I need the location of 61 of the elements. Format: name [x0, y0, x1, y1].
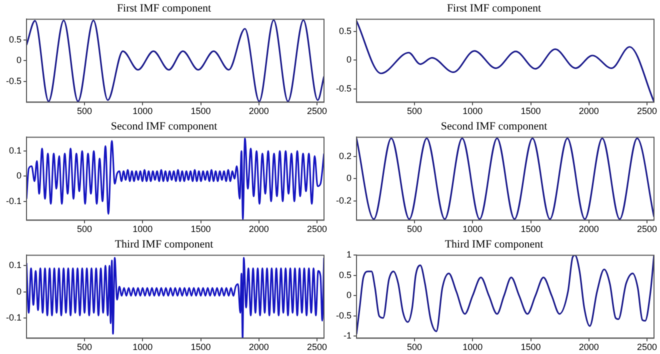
x-tick-label: 1500 [190, 224, 211, 234]
x-tick-label: 2000 [248, 106, 269, 116]
y-tick-label: -0.1 [6, 312, 22, 323]
y-tick-label: 1 [346, 250, 352, 260]
y-tick-label: 0 [16, 286, 22, 296]
chart-title: Second IMF component [440, 120, 548, 132]
x-tick-label: 500 [77, 342, 92, 352]
y-tick-label: 0.5 [338, 270, 352, 280]
x-tick-label: 2500 [307, 106, 328, 116]
x-tick-label: 2000 [578, 224, 599, 234]
chart-title: Second IMF component [110, 120, 218, 132]
chart-title: First IMF component [116, 2, 212, 14]
y-tick-label: 0.2 [338, 150, 352, 161]
x-tick-label: 500 [77, 224, 92, 234]
x-tick-label: 1500 [520, 224, 541, 234]
x-tick-label: 2000 [578, 106, 599, 116]
y-tick-label: -1 [343, 330, 352, 341]
line-series [26, 138, 324, 220]
y-tick-label: -0.2 [336, 196, 352, 206]
x-tick-label: 1500 [520, 106, 541, 116]
y-tick-label: 0 [346, 173, 352, 184]
y-tick-label: 0 [346, 54, 352, 65]
x-tick-label: 1000 [132, 224, 153, 234]
x-tick-label: 500 [77, 106, 92, 116]
y-tick-label: 0 [346, 290, 352, 300]
chart-title: Third IMF component [114, 238, 214, 250]
line-series [26, 19, 324, 102]
y-tick-label: 0.1 [8, 260, 22, 270]
x-tick-label: 1500 [190, 106, 211, 116]
x-tick-label: 500 [407, 342, 422, 352]
y-tick-label: -0.5 [336, 310, 352, 320]
y-tick-label: -0.5 [6, 76, 22, 86]
y-tick-label: 0 [16, 170, 22, 181]
y-tick-label: -0.5 [336, 83, 352, 94]
x-tick-label: 1000 [132, 106, 153, 116]
x-tick-label: 1000 [462, 224, 483, 234]
x-tick-label: 2500 [637, 224, 658, 234]
y-tick-label: -0.1 [6, 196, 22, 206]
y-tick-label: 0.5 [8, 34, 22, 44]
line-series [356, 255, 654, 335]
chart-title: Third IMF component [444, 238, 544, 250]
x-tick-label: 2500 [637, 342, 658, 352]
x-tick-label: 500 [407, 224, 422, 234]
x-tick-label: 2000 [248, 342, 269, 352]
x-tick-label: 1000 [462, 106, 483, 116]
chart-title: First IMF component [446, 2, 542, 14]
x-tick-label: 2500 [307, 224, 328, 234]
line-series [26, 257, 324, 338]
x-tick-label: 2500 [307, 342, 328, 352]
x-tick-label: 2000 [578, 342, 599, 352]
line-series [356, 20, 654, 102]
x-tick-label: 2500 [637, 106, 658, 116]
x-tick-label: 1000 [462, 342, 483, 352]
x-tick-label: 1500 [190, 342, 211, 352]
x-tick-label: 500 [407, 106, 422, 116]
x-tick-label: 1000 [132, 342, 153, 352]
y-tick-label: 0.5 [338, 26, 352, 36]
y-tick-label: 0 [16, 55, 22, 66]
y-tick-label: 0.1 [8, 146, 22, 156]
x-tick-label: 1500 [520, 342, 541, 352]
x-tick-label: 2000 [248, 224, 269, 234]
